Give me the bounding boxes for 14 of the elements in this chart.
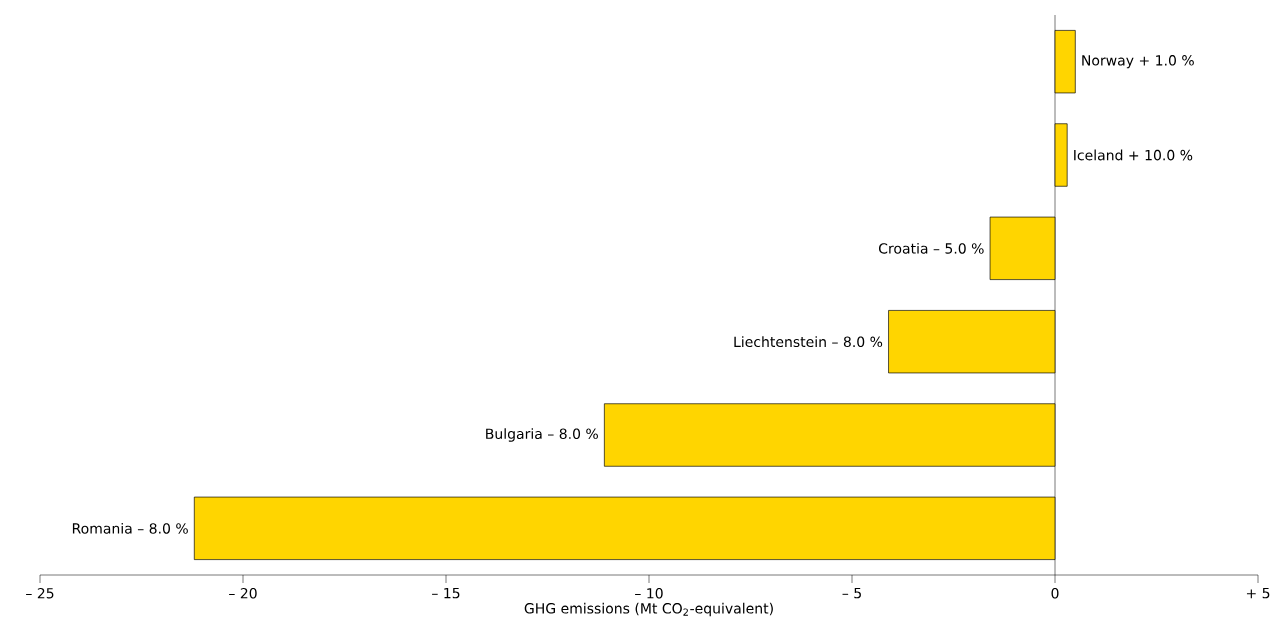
x-tick-label: – 20 [229,587,257,599]
y-tick-label: Iceland + 10.0 % [1074,149,1193,161]
x-tick-label: + 5 [1246,587,1270,599]
x-tick-label: – 5 [842,587,861,599]
x-axis-title: GHG emissions (Mt CO$_{2}$-equivalent) [524,602,773,617]
x-tick-label: – 10 [635,587,663,599]
y-tick-label: Croatia – 5.0 % [879,242,984,254]
x-tick-label: – 15 [432,587,460,599]
y-tick-label: Norway + 1.0 % [1082,55,1194,69]
y-tick-label: Liechtenstein – 8.0 % [734,336,883,348]
y-tick-label: Bulgaria – 8.0 % [486,428,598,442]
y-tick-label: Romania – 8.0 % [72,522,188,534]
x-tick-label: – 25 [26,587,54,599]
x-tick-label: 0 [1051,587,1059,599]
